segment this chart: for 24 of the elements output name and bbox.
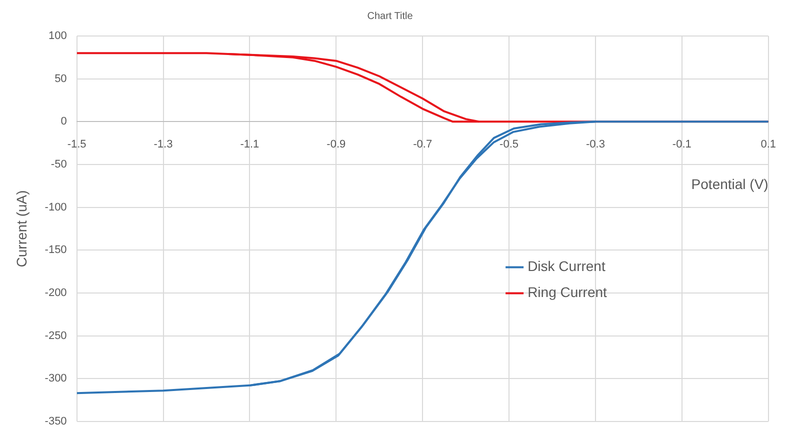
y-tick-label: -150 xyxy=(44,244,67,256)
x-tick-label: -1.3 xyxy=(154,138,173,150)
legend-label: Ring Current xyxy=(528,284,608,300)
chart-title: Chart Title xyxy=(367,10,414,22)
x-axis-title: Potential (V) xyxy=(691,176,768,192)
x-tick-label: 0.1 xyxy=(760,138,776,150)
x-tick-label: -0.1 xyxy=(672,138,692,150)
x-tick-label: -1.5 xyxy=(67,138,86,150)
y-tick-label: -350 xyxy=(44,415,67,428)
y-tick-label: -50 xyxy=(50,158,67,170)
y-tick-label: -100 xyxy=(44,201,67,214)
y-tick-label: -300 xyxy=(44,372,67,385)
y-tick-label: 0 xyxy=(60,116,67,128)
legend-label: Disk Current xyxy=(528,258,606,274)
y-axis-title: Current (uA) xyxy=(13,190,30,268)
y-tick-label: 100 xyxy=(48,30,67,42)
y-tick-label: -200 xyxy=(44,286,67,299)
x-tick-label: -0.9 xyxy=(326,138,346,150)
x-tick-label: -0.7 xyxy=(413,138,432,150)
x-tick-label: -0.5 xyxy=(500,138,519,150)
y-tick-label: -250 xyxy=(44,330,67,342)
x-tick-label: -1.1 xyxy=(240,138,260,150)
y-tick-label: 50 xyxy=(54,72,67,85)
x-tick-label: -0.3 xyxy=(586,138,605,150)
